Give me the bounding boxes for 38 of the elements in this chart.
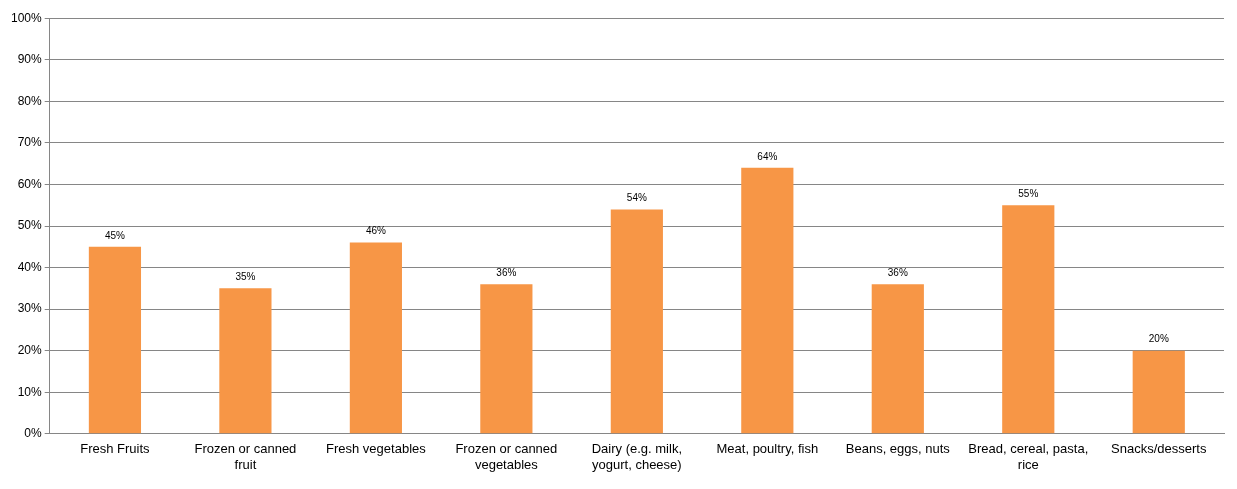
data-label: 55%	[1018, 187, 1039, 199]
data-label: 64%	[757, 150, 778, 162]
bar	[1002, 205, 1055, 434]
bar	[871, 284, 924, 434]
y-tick-label: 80%	[17, 93, 43, 108]
bar	[88, 246, 142, 434]
y-tick-label: 0%	[24, 426, 43, 441]
y-tick-label: 100%	[10, 10, 43, 25]
y-tick-label: 70%	[17, 135, 43, 150]
x-tick-label: Snacks/desserts	[1111, 441, 1207, 457]
data-label: 20%	[1148, 333, 1169, 345]
bar	[610, 209, 663, 434]
x-tick-label: Dairy (e.g. milk, yogurt, cheese)	[591, 441, 682, 472]
y-tick-label: 30%	[17, 301, 43, 316]
data-label: 35%	[235, 271, 256, 283]
y-tick-label: 10%	[17, 384, 43, 399]
y-tick-label: 60%	[17, 176, 43, 191]
bar	[480, 284, 533, 434]
y-tick-label: 90%	[17, 52, 43, 67]
bar	[349, 242, 402, 434]
data-label: 36%	[887, 266, 908, 278]
x-tick-label: Frozen or canned fruit	[194, 441, 297, 472]
bar	[741, 167, 794, 434]
x-tick-label: Beans, eggs, nuts	[845, 441, 951, 457]
x-tick-label: Fresh vegetables	[326, 441, 427, 457]
x-tick-label: Frozen or canned vegetables	[455, 441, 558, 472]
bar	[1132, 350, 1185, 434]
data-label: 46%	[365, 225, 386, 237]
data-label: 36%	[496, 266, 517, 278]
data-label: 54%	[626, 192, 647, 204]
y-tick-label: 50%	[17, 218, 43, 233]
x-tick-label: Meat, poultry, fish	[716, 441, 819, 457]
data-label: 45%	[104, 229, 126, 241]
x-tick-label: Fresh Fruits	[80, 441, 151, 457]
x-tick-label: Bread, cereal, pasta, rice	[968, 441, 1089, 472]
y-tick-label: 20%	[17, 342, 43, 357]
bar	[219, 288, 272, 434]
y-tick-label: 40%	[17, 259, 43, 274]
